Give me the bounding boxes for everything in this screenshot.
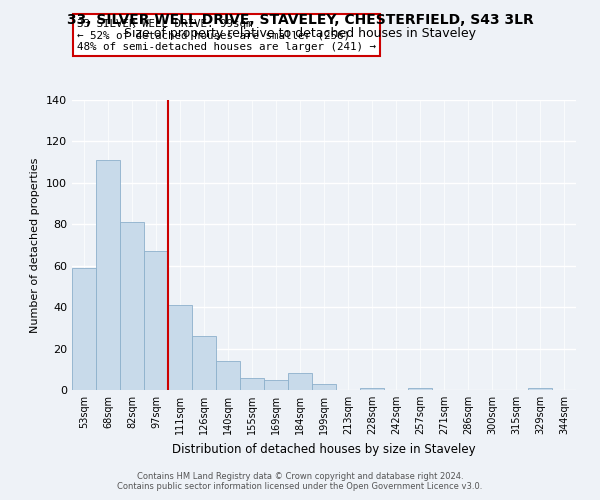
Text: 33 SILVER WELL DRIVE: 99sqm
← 52% of detached houses are smaller (256)
48% of se: 33 SILVER WELL DRIVE: 99sqm ← 52% of det… (77, 19, 376, 52)
Bar (96, 160, 120, 390)
Bar (168, 305, 192, 390)
Bar (72, 268, 96, 390)
Text: Contains HM Land Registry data © Crown copyright and database right 2024.: Contains HM Land Registry data © Crown c… (137, 472, 463, 481)
Bar (120, 222, 144, 390)
Bar (144, 251, 168, 390)
Text: 33, SILVER WELL DRIVE, STAVELEY, CHESTERFIELD, S43 3LR: 33, SILVER WELL DRIVE, STAVELEY, CHESTER… (67, 12, 533, 26)
Bar (192, 336, 216, 390)
Text: Contains public sector information licensed under the Open Government Licence v3: Contains public sector information licen… (118, 482, 482, 491)
Bar (240, 378, 264, 390)
Bar (408, 388, 432, 390)
Y-axis label: Number of detached properties: Number of detached properties (31, 158, 40, 332)
X-axis label: Distribution of detached houses by size in Staveley: Distribution of detached houses by size … (172, 442, 476, 456)
Bar (528, 388, 552, 390)
Bar (264, 380, 288, 390)
Bar (360, 388, 384, 390)
Bar (216, 361, 240, 390)
Bar (288, 374, 312, 390)
Text: Size of property relative to detached houses in Staveley: Size of property relative to detached ho… (124, 28, 476, 40)
Bar (312, 384, 336, 390)
